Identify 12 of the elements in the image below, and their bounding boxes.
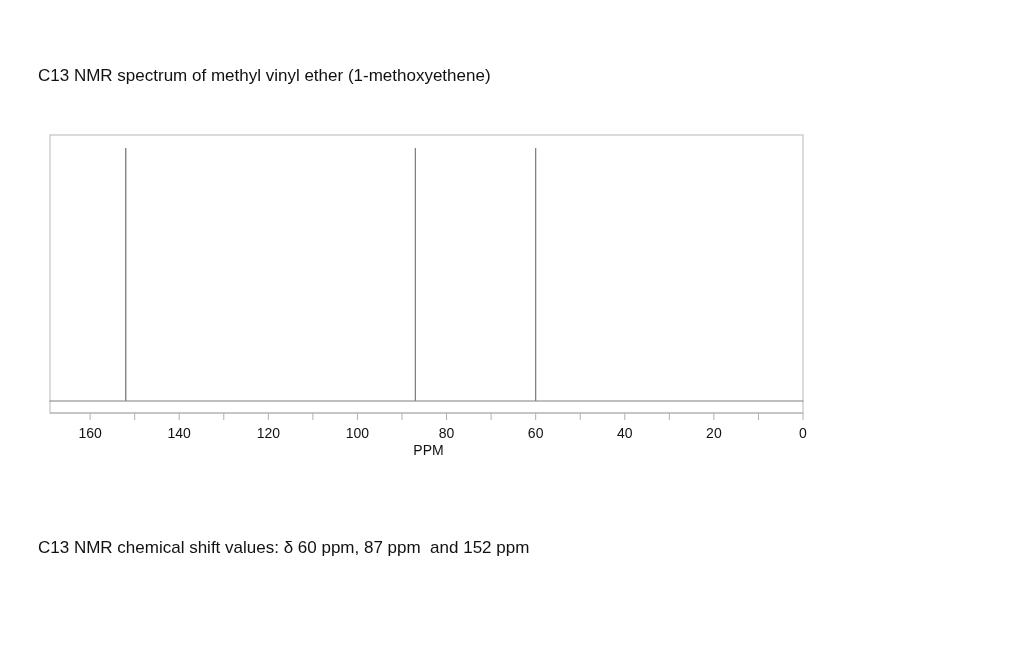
x-tick-label: 120 <box>256 425 281 441</box>
x-tick-label: 80 <box>438 425 455 441</box>
x-tick-label: 40 <box>616 425 633 441</box>
x-tick-label: 60 <box>527 425 544 441</box>
x-axis-title: PPM <box>413 442 444 458</box>
x-tick-label: 100 <box>345 425 370 441</box>
x-tick-label: 160 <box>78 425 102 441</box>
x-tick-label: 140 <box>167 425 192 441</box>
text: C13 NMR chemical shift values: δ 60 ppm, 87 ppm and 152 ppm <box>38 538 530 557</box>
x-tick-label: 20 <box>706 425 722 441</box>
x-tick-label: 0 <box>799 425 808 441</box>
chart-title: C13 NMR spectrum of methyl vinyl ether (1-methoxyethene) <box>38 66 491 85</box>
